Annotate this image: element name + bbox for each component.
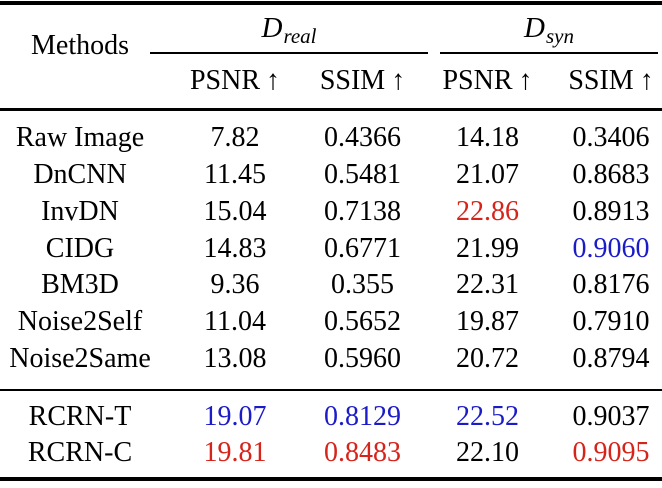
metric-value: 0.7910 [572, 305, 650, 337]
metric-value: 0.5481 [324, 158, 401, 190]
section-rule [0, 389, 662, 391]
cmidrule-dsyn [440, 52, 658, 54]
bottom-rule [0, 477, 662, 481]
table-row: RCRN-C 19.81 0.8483 22.10 0.9095 [0, 434, 662, 471]
metric-value: 0.5960 [324, 342, 401, 374]
metric-value: 22.52 [456, 400, 519, 432]
method-name: Noise2Same [9, 342, 151, 374]
metric-value: 22.86 [456, 195, 519, 227]
metric-value: 7.82 [210, 121, 260, 153]
up-arrow-icon: ↑ [639, 65, 654, 96]
metric-value: 9.36 [210, 268, 260, 300]
metric-value: 14.83 [203, 232, 267, 264]
method-name: Noise2Self [17, 305, 143, 337]
metric-value: 0.8683 [572, 158, 650, 190]
metric-value: 21.99 [456, 232, 519, 264]
dreal-subscript: real [283, 23, 317, 48]
table-row: Raw Image 7.82 0.4366 14.18 0.3406 [0, 119, 662, 156]
metric-value: 14.18 [456, 121, 519, 153]
methods-column-header: Methods [31, 30, 129, 61]
metric-value: 22.10 [456, 436, 519, 468]
dsyn-subscript: syn [545, 23, 574, 48]
metric-value: 0.8129 [324, 400, 401, 432]
col-header-ssim-syn: SSIM ↑ [560, 65, 662, 97]
metric-value: 0.7138 [324, 195, 401, 227]
table-row: CIDG 14.83 0.6771 21.99 0.9060 [0, 230, 662, 267]
table-row: Noise2Self 11.04 0.5652 19.87 0.7910 [0, 303, 662, 340]
metric-label: PSNR [442, 65, 513, 96]
col-header-psnr-real: PSNR ↑ [160, 65, 310, 97]
table-row: RCRN-T 19.07 0.8129 22.52 0.9037 [0, 398, 662, 435]
up-arrow-icon: ↑ [391, 65, 406, 96]
top-rule [0, 1, 662, 5]
table-row: DnCNN 11.45 0.5481 21.07 0.8683 [0, 156, 662, 193]
metric-header-row: PSNR ↑ SSIM ↑ PSNR ↑ SSIM ↑ [0, 62, 662, 100]
up-arrow-icon: ↑ [266, 65, 281, 96]
method-name: Raw Image [15, 121, 145, 153]
metric-value: 0.3406 [572, 121, 650, 153]
metric-value: 0.8913 [572, 195, 650, 227]
metric-value: 20.72 [456, 342, 519, 374]
method-name: BM3D [41, 268, 119, 300]
method-name: RCRN-C [27, 436, 133, 468]
method-name: InvDN [41, 195, 119, 227]
dsyn-symbol: D [524, 11, 545, 44]
metric-value: 19.81 [203, 436, 267, 468]
method-name: RCRN-T [28, 400, 132, 432]
metric-value: 0.4366 [324, 121, 401, 153]
cmidrule-dreal [150, 52, 428, 54]
metric-value: 22.31 [456, 268, 519, 300]
method-name: DnCNN [33, 158, 127, 190]
metric-value: 0.8483 [324, 436, 401, 468]
table-row: BM3D 9.36 0.355 22.31 0.8176 [0, 266, 662, 303]
metric-value: 15.04 [203, 195, 267, 227]
metric-value: 19.87 [456, 305, 519, 337]
dreal-symbol: D [261, 11, 283, 44]
metric-value: 19.07 [203, 400, 267, 432]
table-row: Noise2Same 13.08 0.5960 20.72 0.8794 [0, 340, 662, 377]
header-rule [0, 108, 662, 111]
metric-value: 0.9037 [572, 400, 650, 432]
metric-value: 0.9060 [572, 232, 650, 264]
metric-value: 0.8794 [572, 342, 650, 374]
col-header-psnr-syn: PSNR ↑ [415, 65, 560, 97]
metric-value: 0.8176 [572, 268, 650, 300]
metric-value: 21.07 [456, 158, 519, 190]
metric-value: 11.04 [204, 305, 266, 337]
metric-value: 0.9095 [572, 436, 650, 468]
metric-label: SSIM [568, 65, 634, 96]
metric-label: SSIM [319, 65, 386, 96]
method-name: CIDG [45, 232, 115, 264]
col-header-ssim-real: SSIM ↑ [310, 65, 415, 97]
metric-label: PSNR [189, 65, 261, 96]
metric-value: 11.45 [204, 158, 266, 190]
metric-value: 0.5652 [324, 305, 401, 337]
metric-value: 13.08 [203, 342, 267, 374]
metric-value: 0.355 [331, 268, 394, 300]
up-arrow-icon: ↑ [518, 65, 533, 96]
table-row: InvDN 15.04 0.7138 22.86 0.8913 [0, 193, 662, 230]
metric-value: 0.6771 [324, 232, 401, 264]
